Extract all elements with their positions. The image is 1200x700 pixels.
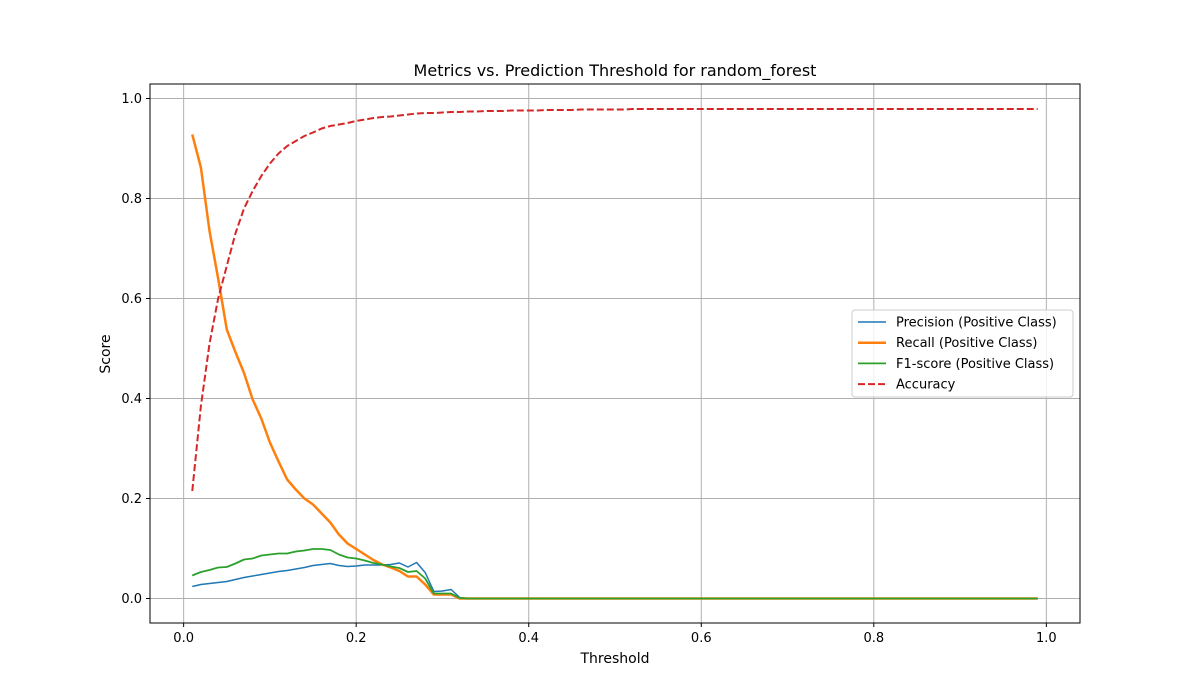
series-line-f1-score-positive-class: [191, 548, 1038, 600]
y-tick-label: 0.2: [121, 492, 142, 507]
legend: Precision (Positive Class) Recall (Positi…: [851, 309, 1074, 398]
y-tick-label: 1.0: [121, 92, 142, 107]
x-tick-label: 0.6: [691, 631, 712, 646]
x-axis: 0.0 0.2 0.4 0.6 0.8 1.0: [173, 623, 1057, 646]
x-tick-label: 0.2: [346, 631, 367, 646]
chart-title: Metrics vs. Prediction Threshold for ran…: [414, 61, 817, 81]
series-layer: [191, 108, 1038, 600]
x-tick-label: 0.4: [518, 631, 539, 646]
plot-frame: [149, 83, 1081, 624]
legend-box: [851, 309, 1074, 398]
y-tick-label: 0.8: [121, 192, 142, 207]
legend-label: F1-score (Positive Class): [896, 357, 1054, 372]
legend-label: Precision (Positive Class): [896, 316, 1057, 331]
x-tick-label: 0.8: [863, 631, 884, 646]
x-tick-label: 0.0: [173, 631, 194, 646]
x-tick-label: 1.0: [1036, 631, 1057, 646]
legend-label: Accuracy: [896, 378, 956, 393]
y-tick-label: 0.0: [121, 592, 142, 607]
y-tick-label: 0.6: [121, 292, 142, 307]
x-axis-label: Threshold: [580, 651, 650, 667]
legend-label: Recall (Positive Class): [896, 336, 1038, 351]
y-tick-label: 0.4: [121, 392, 142, 407]
y-axis: 0.0 0.2 0.4 0.6 0.8 1.0: [121, 92, 150, 607]
y-axis-label: Score: [98, 334, 114, 373]
series-line-accuracy: [191, 108, 1038, 492]
